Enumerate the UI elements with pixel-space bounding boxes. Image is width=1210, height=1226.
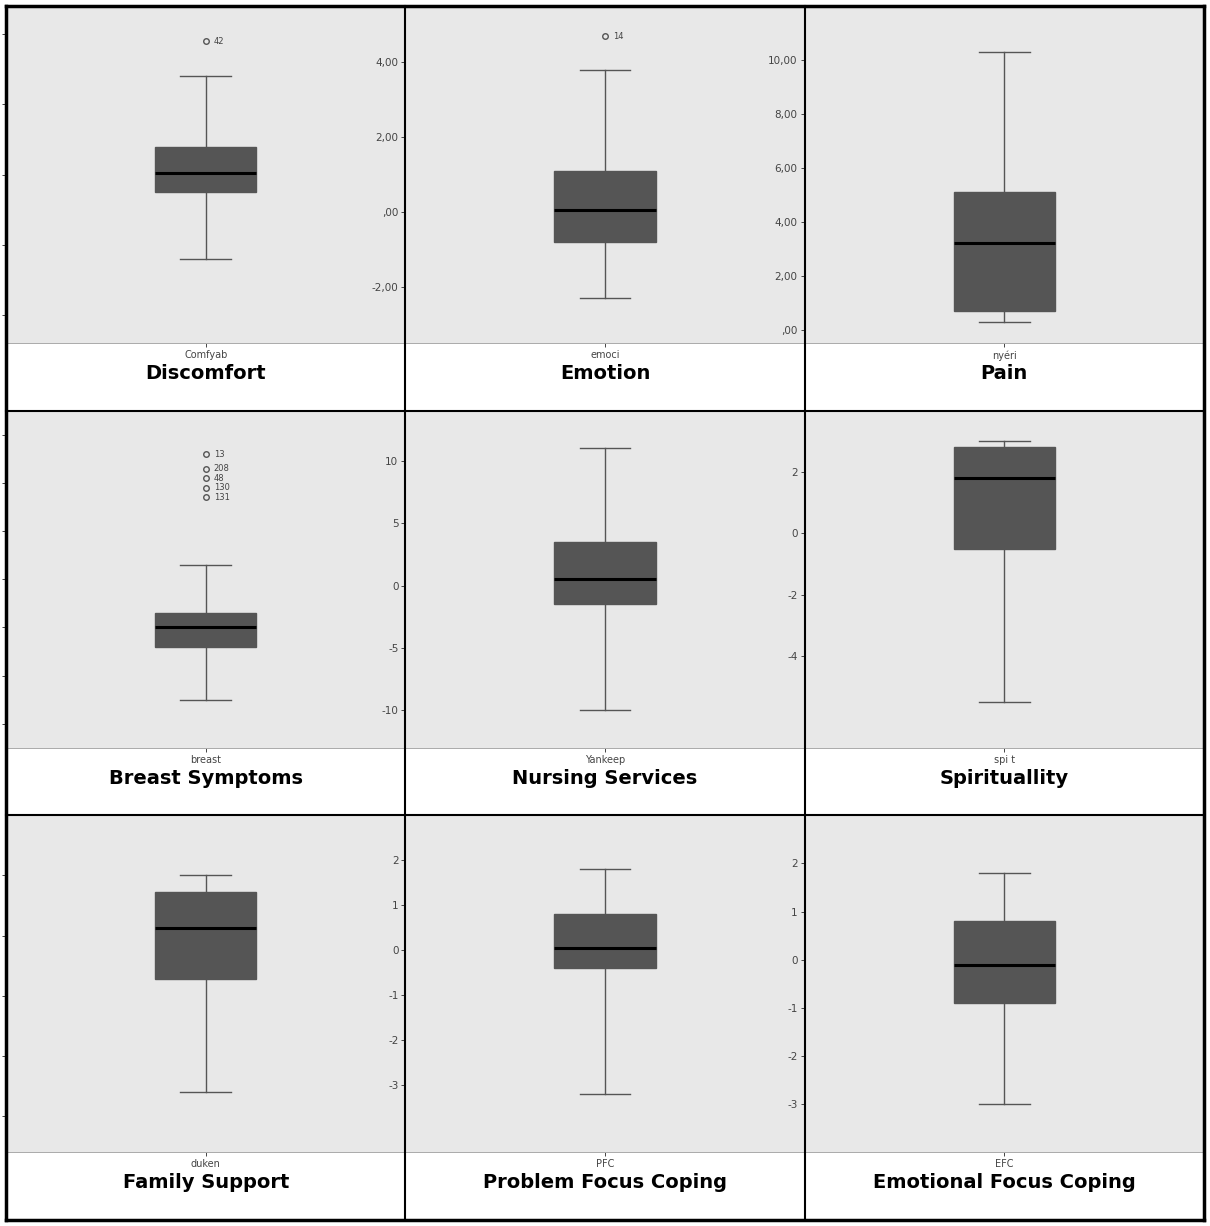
Text: Emotion: Emotion — [560, 364, 650, 383]
Text: Emotional Focus Coping: Emotional Focus Coping — [872, 1173, 1136, 1192]
Text: Nursing Services: Nursing Services — [512, 769, 698, 787]
Text: Pain: Pain — [980, 364, 1028, 383]
Text: 13: 13 — [214, 450, 224, 459]
PathPatch shape — [155, 613, 257, 647]
Text: Family Support: Family Support — [122, 1173, 289, 1192]
Text: 131: 131 — [214, 493, 230, 501]
PathPatch shape — [953, 921, 1055, 1003]
PathPatch shape — [554, 915, 656, 969]
Text: Problem Focus Coping: Problem Focus Coping — [483, 1173, 727, 1192]
Text: Discomfort: Discomfort — [145, 364, 266, 383]
Text: 42: 42 — [214, 37, 224, 45]
Text: 14: 14 — [613, 32, 623, 40]
Text: 130: 130 — [214, 483, 230, 493]
Text: 208: 208 — [214, 463, 230, 473]
Text: Spirituallity: Spirituallity — [940, 769, 1068, 787]
PathPatch shape — [155, 893, 257, 980]
PathPatch shape — [554, 542, 656, 604]
Text: Breast Symptoms: Breast Symptoms — [109, 769, 302, 787]
PathPatch shape — [953, 447, 1055, 549]
PathPatch shape — [155, 147, 257, 191]
PathPatch shape — [554, 170, 656, 243]
Text: 48: 48 — [214, 473, 224, 483]
PathPatch shape — [953, 192, 1055, 311]
